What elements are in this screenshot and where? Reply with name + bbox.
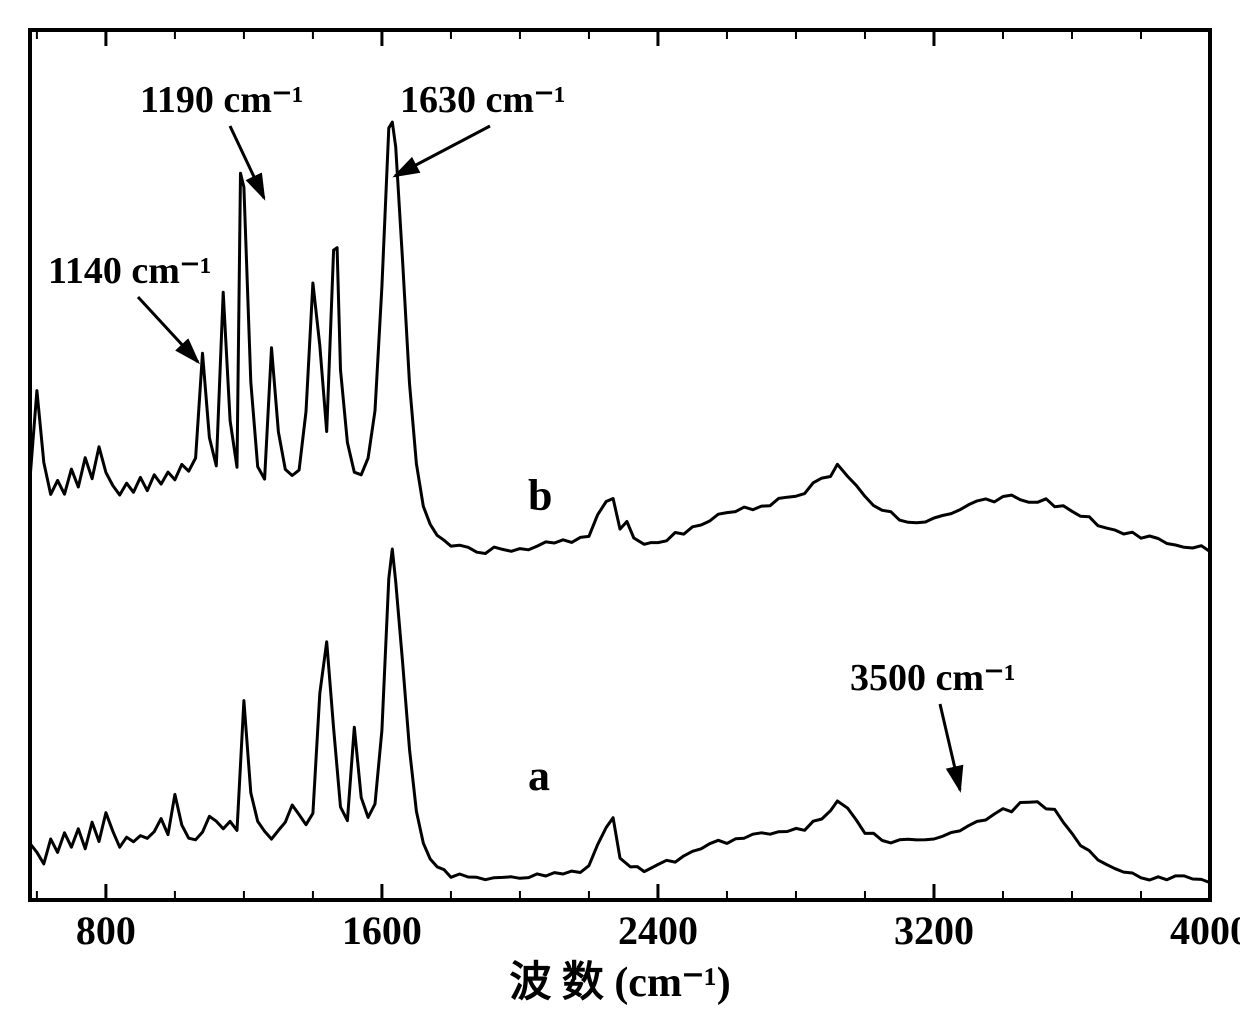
series-label-b: b <box>528 471 552 520</box>
svg-text:800: 800 <box>76 908 136 953</box>
svg-text:4000: 4000 <box>1170 908 1240 953</box>
svg-text:3200: 3200 <box>894 908 974 953</box>
series-label-a: a <box>528 751 550 800</box>
x-axis-label: 波 数 (cm⁻¹) <box>509 959 730 1006</box>
plot-area: 800 1600 2400 3200 4000 波 数 (cm⁻¹) b a 1190 cm⁻¹… <box>30 30 1240 1006</box>
ir-spectrum-chart: 800 1600 2400 3200 4000 波 数 (cm⁻¹) b a 1190 cm⁻¹… <box>0 0 1240 1011</box>
peak-annotation-3: 3500 cm⁻¹ <box>850 657 1015 699</box>
peak-annotation-1: 1630 cm⁻¹ <box>400 79 565 121</box>
svg-text:1600: 1600 <box>342 908 422 953</box>
svg-text:2400: 2400 <box>618 908 698 953</box>
peak-annotation-0: 1190 cm⁻¹ <box>140 79 303 121</box>
peak-annotation-2: 1140 cm⁻¹ <box>48 250 211 292</box>
